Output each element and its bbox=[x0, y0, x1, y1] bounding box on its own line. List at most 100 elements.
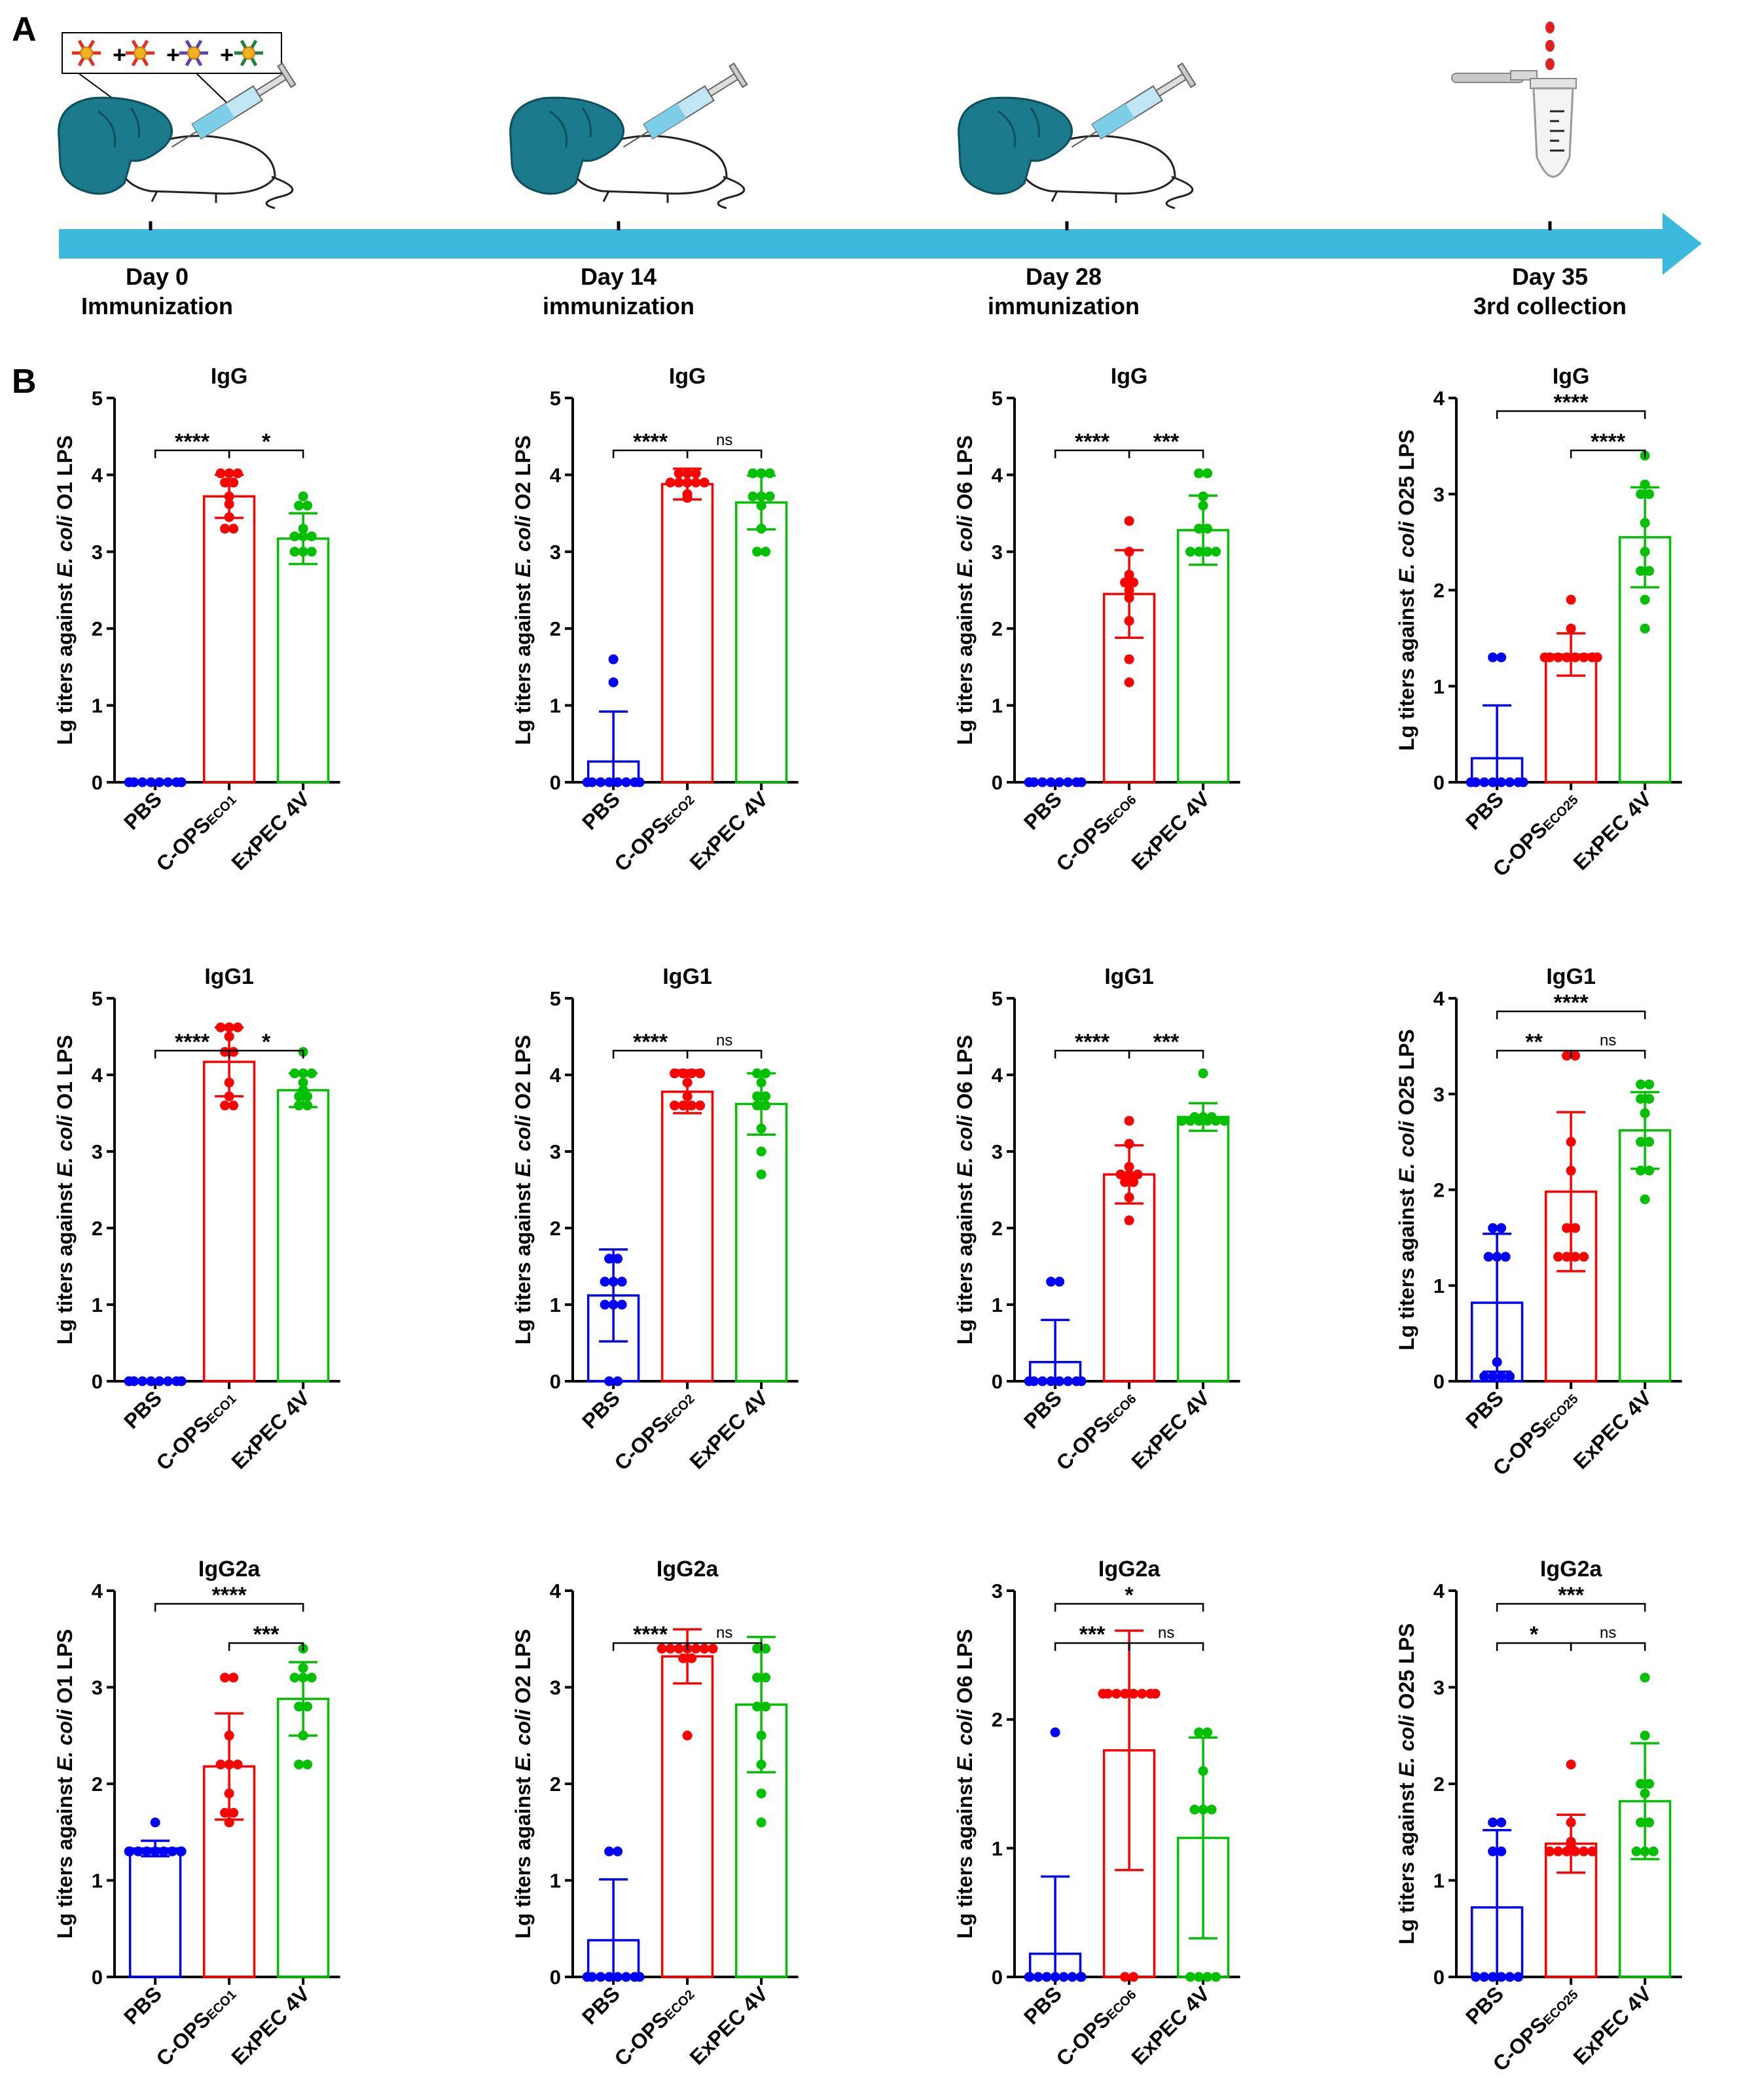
data-point bbox=[665, 477, 675, 488]
data-point bbox=[163, 1376, 173, 1386]
data-point bbox=[1054, 1276, 1065, 1287]
mouse-injection-icon bbox=[58, 62, 297, 209]
data-point bbox=[1046, 1276, 1056, 1287]
data-point bbox=[150, 1846, 160, 1856]
data-point bbox=[1124, 615, 1134, 626]
chart-title: IgG bbox=[1553, 364, 1590, 389]
data-point bbox=[1566, 623, 1576, 634]
significance-label: ns bbox=[1600, 1624, 1616, 1642]
immunization-timeline: + + + Day 0 Immunization Day 14 bbox=[58, 22, 1702, 319]
data-point bbox=[682, 1077, 693, 1088]
data-point bbox=[1636, 1817, 1646, 1828]
mouse-injection-icon bbox=[509, 62, 748, 209]
y-axis-label: Lg titers against E. coli O2 LPS bbox=[511, 435, 535, 745]
y-tick-label: 4 bbox=[1433, 1580, 1445, 1602]
data-point bbox=[756, 1730, 766, 1741]
data-point bbox=[1562, 1051, 1572, 1061]
chart: IgG 0 1 2 3 4 5 Lg titers against E. coli O6 LP… bbox=[953, 364, 1240, 876]
data-point bbox=[146, 1376, 156, 1386]
y-tick-label: 3 bbox=[92, 1676, 103, 1699]
data-point bbox=[1041, 1972, 1052, 1982]
significance-label: ** bbox=[1525, 1030, 1543, 1055]
data-point bbox=[124, 1846, 135, 1856]
plus-sign: + bbox=[220, 41, 234, 68]
event-label: immunization bbox=[988, 293, 1140, 319]
data-point bbox=[228, 1807, 239, 1818]
data-point bbox=[1640, 1108, 1650, 1118]
chart: IgG2a 0 1 2 3 Lg titers against E. coli O6 LP… bbox=[953, 1557, 1240, 2071]
data-point bbox=[215, 1760, 226, 1769]
data-point bbox=[752, 1091, 763, 1102]
data-point bbox=[1124, 516, 1134, 526]
data-point bbox=[1054, 777, 1065, 788]
data-point bbox=[1128, 1972, 1139, 1982]
data-point bbox=[604, 1376, 615, 1386]
significance-label: ns bbox=[1600, 1032, 1616, 1049]
data-point bbox=[765, 468, 775, 479]
data-point bbox=[228, 1100, 239, 1111]
data-point bbox=[1640, 518, 1650, 528]
event-label: Immunization bbox=[81, 293, 233, 319]
data-point bbox=[1488, 1223, 1498, 1233]
data-point bbox=[747, 491, 758, 501]
data-point bbox=[687, 1068, 697, 1079]
chart-title: IgG2a bbox=[1098, 1557, 1161, 1582]
y-tick-label: 3 bbox=[92, 1140, 103, 1163]
bar bbox=[202, 1060, 256, 1383]
chart-title: IgG bbox=[211, 364, 248, 389]
y-tick-label: 2 bbox=[992, 1709, 1003, 1731]
data-point bbox=[708, 1644, 718, 1654]
significance-label: **** bbox=[1075, 429, 1110, 454]
data-point bbox=[670, 1100, 680, 1111]
data-point bbox=[1128, 577, 1139, 588]
data-point bbox=[756, 1817, 766, 1828]
y-axis-label: Lg titers against E. coli O1 LPS bbox=[53, 435, 77, 745]
data-point bbox=[1636, 489, 1646, 499]
y-tick-label: 3 bbox=[550, 1140, 561, 1163]
data-point bbox=[1029, 777, 1039, 788]
data-point bbox=[1194, 547, 1204, 557]
data-point bbox=[289, 547, 300, 557]
data-point bbox=[1496, 1371, 1507, 1382]
data-point bbox=[294, 1701, 304, 1712]
category-label: PBS bbox=[1461, 1982, 1508, 2029]
data-point bbox=[1496, 1846, 1507, 1856]
data-point bbox=[220, 1673, 230, 1683]
y-tick-label: 1 bbox=[92, 1870, 103, 1892]
data-point bbox=[1579, 652, 1589, 662]
data-point bbox=[1076, 1972, 1087, 1982]
data-point bbox=[1488, 1846, 1498, 1856]
y-tick-label: 1 bbox=[92, 1294, 103, 1316]
data-point bbox=[608, 1276, 619, 1287]
data-point bbox=[224, 1817, 234, 1828]
data-point bbox=[1120, 1688, 1130, 1699]
y-tick-label: 4 bbox=[92, 1064, 103, 1087]
data-point bbox=[1648, 1846, 1659, 1856]
data-point bbox=[1562, 1846, 1572, 1856]
data-point bbox=[224, 1091, 234, 1102]
significance-label: *** bbox=[253, 1622, 279, 1647]
category-label: ExPEC 4V bbox=[685, 1386, 772, 1474]
y-tick-label: 2 bbox=[992, 1217, 1003, 1240]
significance-bracket: **** bbox=[154, 1030, 230, 1059]
data-point bbox=[220, 1100, 230, 1111]
data-point bbox=[1024, 1972, 1035, 1982]
data-point bbox=[1194, 1115, 1204, 1126]
data-point bbox=[1177, 1115, 1187, 1126]
data-point bbox=[1194, 1972, 1204, 1982]
data-point bbox=[220, 477, 230, 488]
data-point bbox=[232, 1760, 243, 1769]
chart-title: IgG bbox=[1111, 364, 1148, 389]
data-point bbox=[1483, 1252, 1494, 1262]
data-point bbox=[674, 477, 684, 488]
data-point bbox=[1202, 1727, 1213, 1737]
significance-bracket: **** bbox=[1570, 429, 1646, 458]
y-tick-label: 4 bbox=[550, 463, 562, 486]
data-point bbox=[1579, 1252, 1589, 1262]
y-tick-label: 1 bbox=[1433, 1275, 1445, 1297]
y-tick-label: 4 bbox=[1433, 387, 1445, 410]
day-label: Day 35 bbox=[1512, 263, 1588, 290]
significance-bracket: ns bbox=[686, 431, 763, 458]
data-point bbox=[756, 1760, 766, 1769]
data-point bbox=[1111, 1688, 1122, 1699]
